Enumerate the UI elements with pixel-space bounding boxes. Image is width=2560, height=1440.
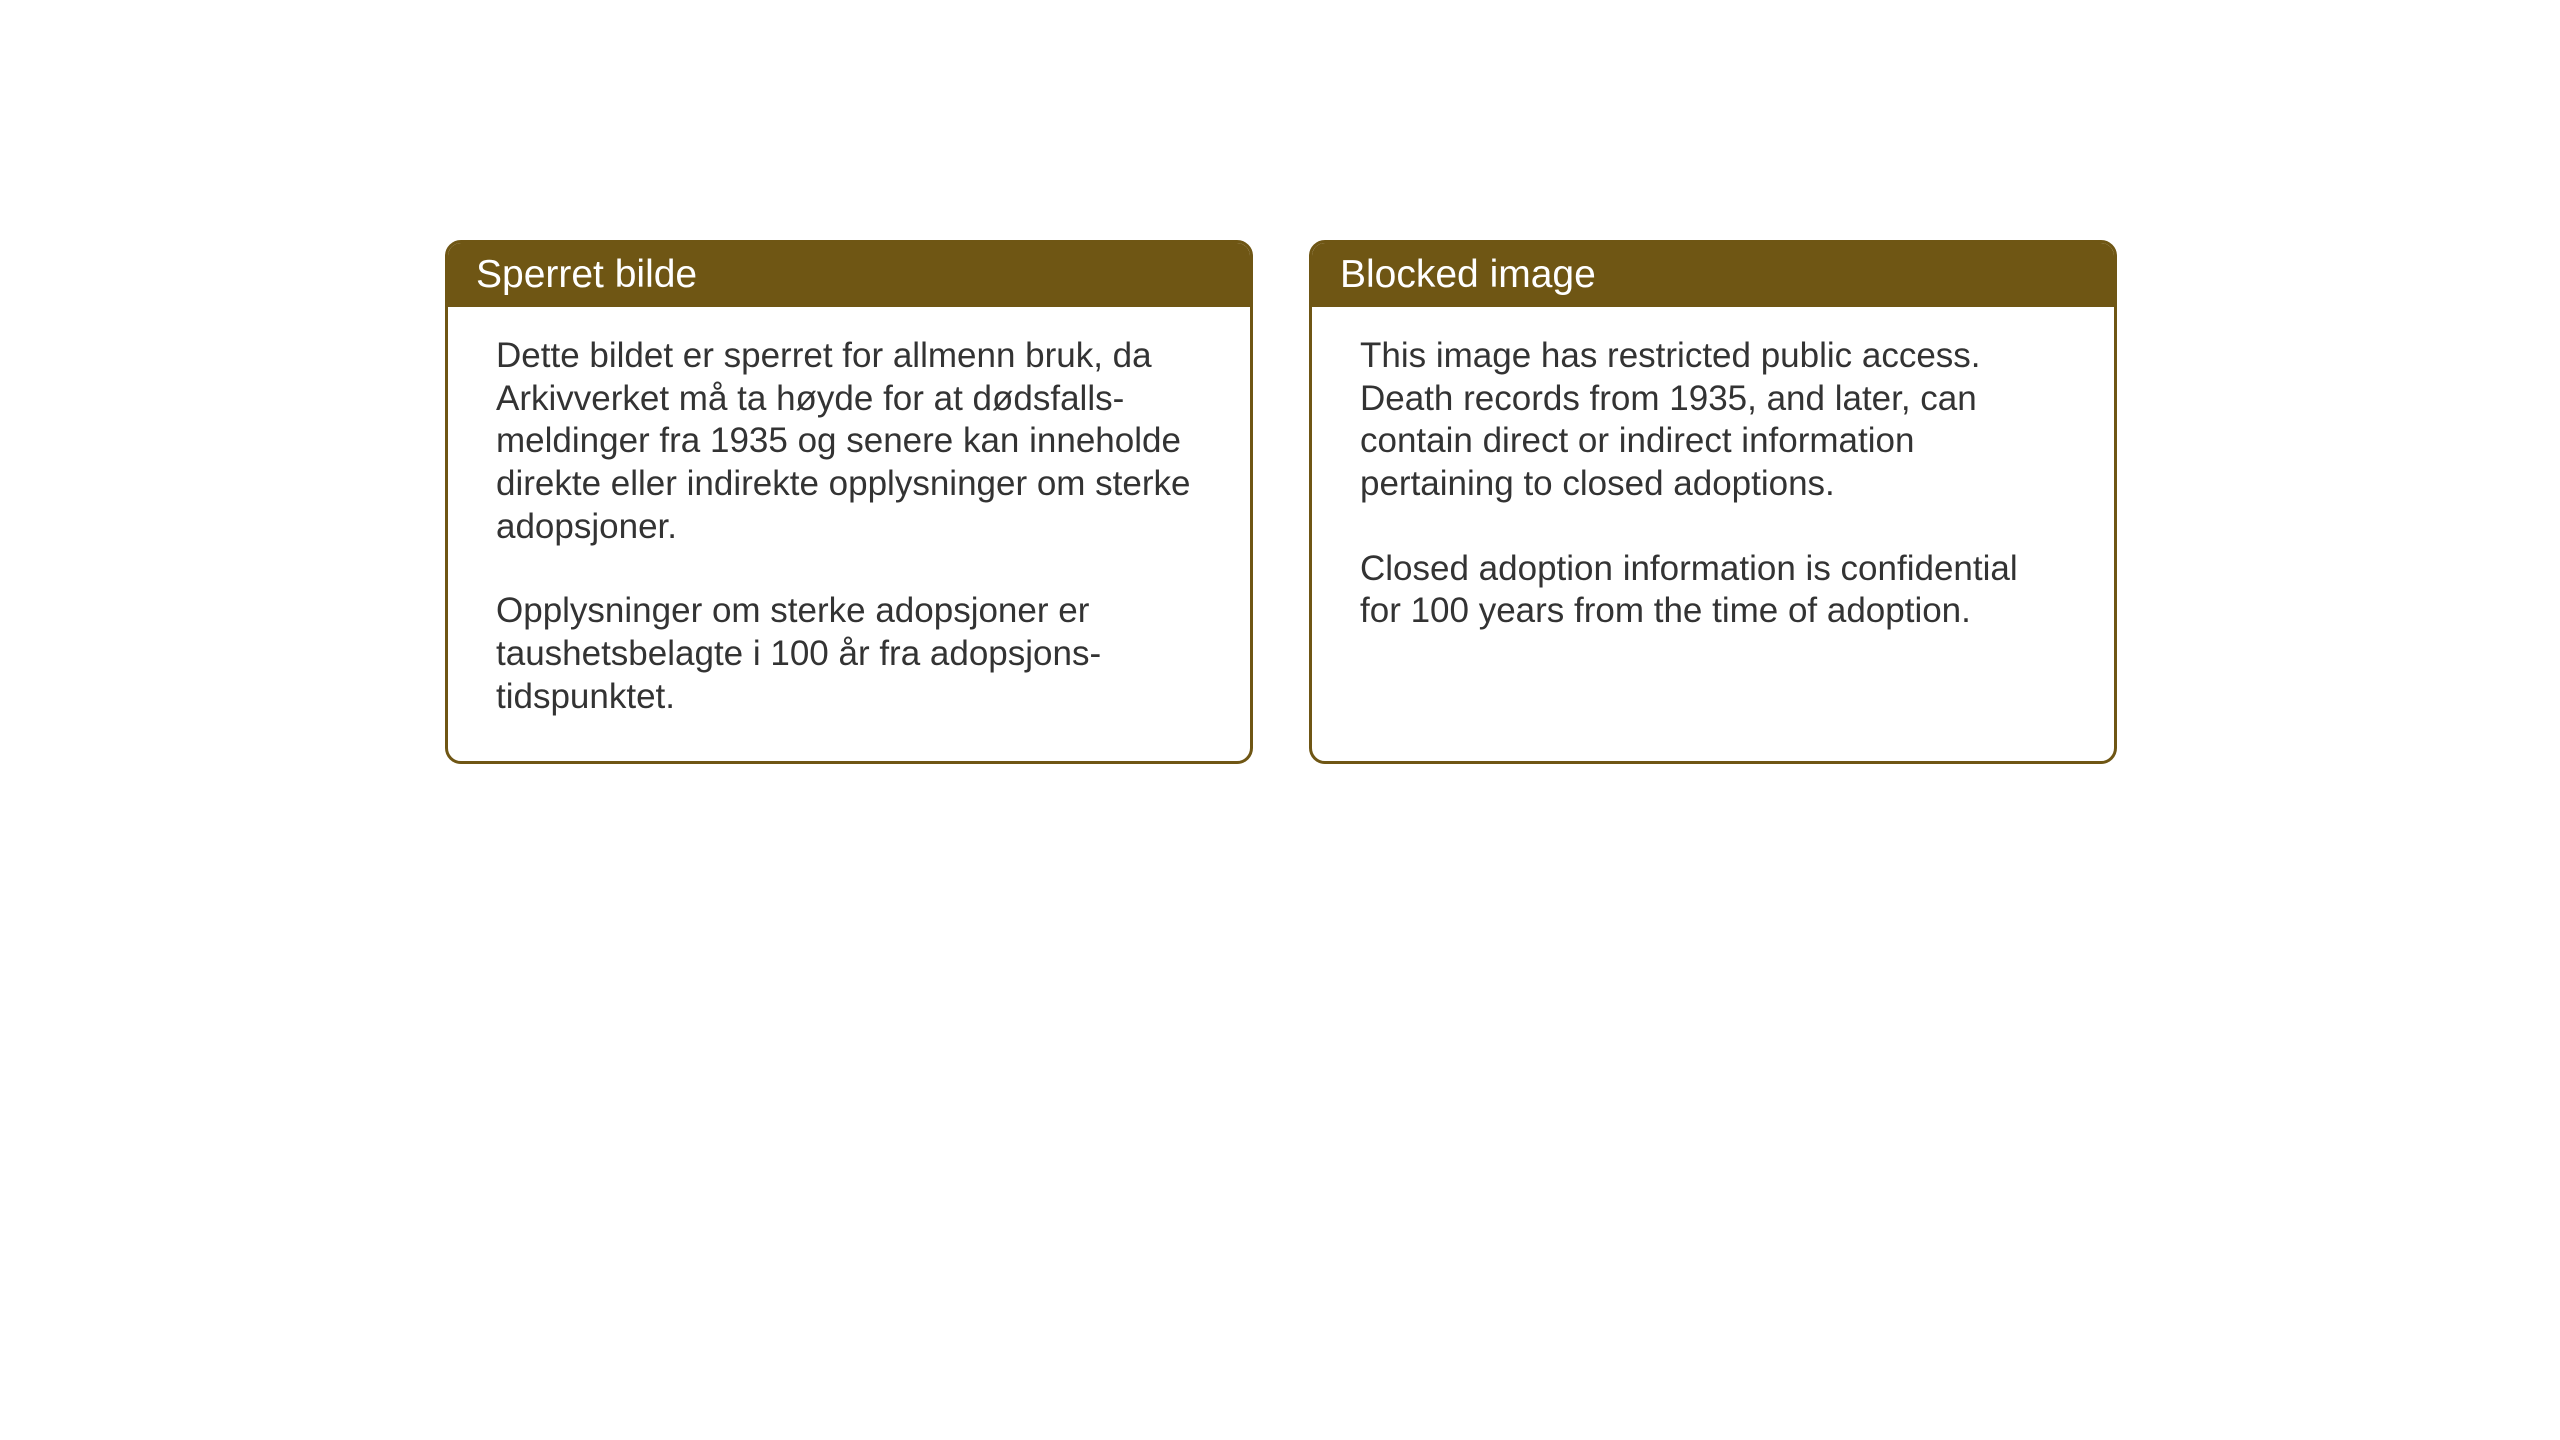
cards-container: Sperret bilde Dette bildet er sperret fo… xyxy=(445,240,2117,764)
card-paragraph-2-norwegian: Opplysninger om sterke adopsjoner er tau… xyxy=(496,590,1202,718)
card-norwegian: Sperret bilde Dette bildet er sperret fo… xyxy=(445,240,1253,764)
card-title-english: Blocked image xyxy=(1340,253,1596,296)
card-header-norwegian: Sperret bilde xyxy=(448,243,1250,307)
card-body-norwegian: Dette bildet er sperret for allmenn bruk… xyxy=(448,307,1250,761)
card-title-norwegian: Sperret bilde xyxy=(476,253,697,296)
card-paragraph-1-english: This image has restricted public access.… xyxy=(1360,335,2066,506)
card-english: Blocked image This image has restricted … xyxy=(1309,240,2117,764)
card-paragraph-1-norwegian: Dette bildet er sperret for allmenn bruk… xyxy=(496,335,1202,548)
card-body-english: This image has restricted public access.… xyxy=(1312,307,2114,675)
card-paragraph-2-english: Closed adoption information is confident… xyxy=(1360,548,2066,633)
card-header-english: Blocked image xyxy=(1312,243,2114,307)
